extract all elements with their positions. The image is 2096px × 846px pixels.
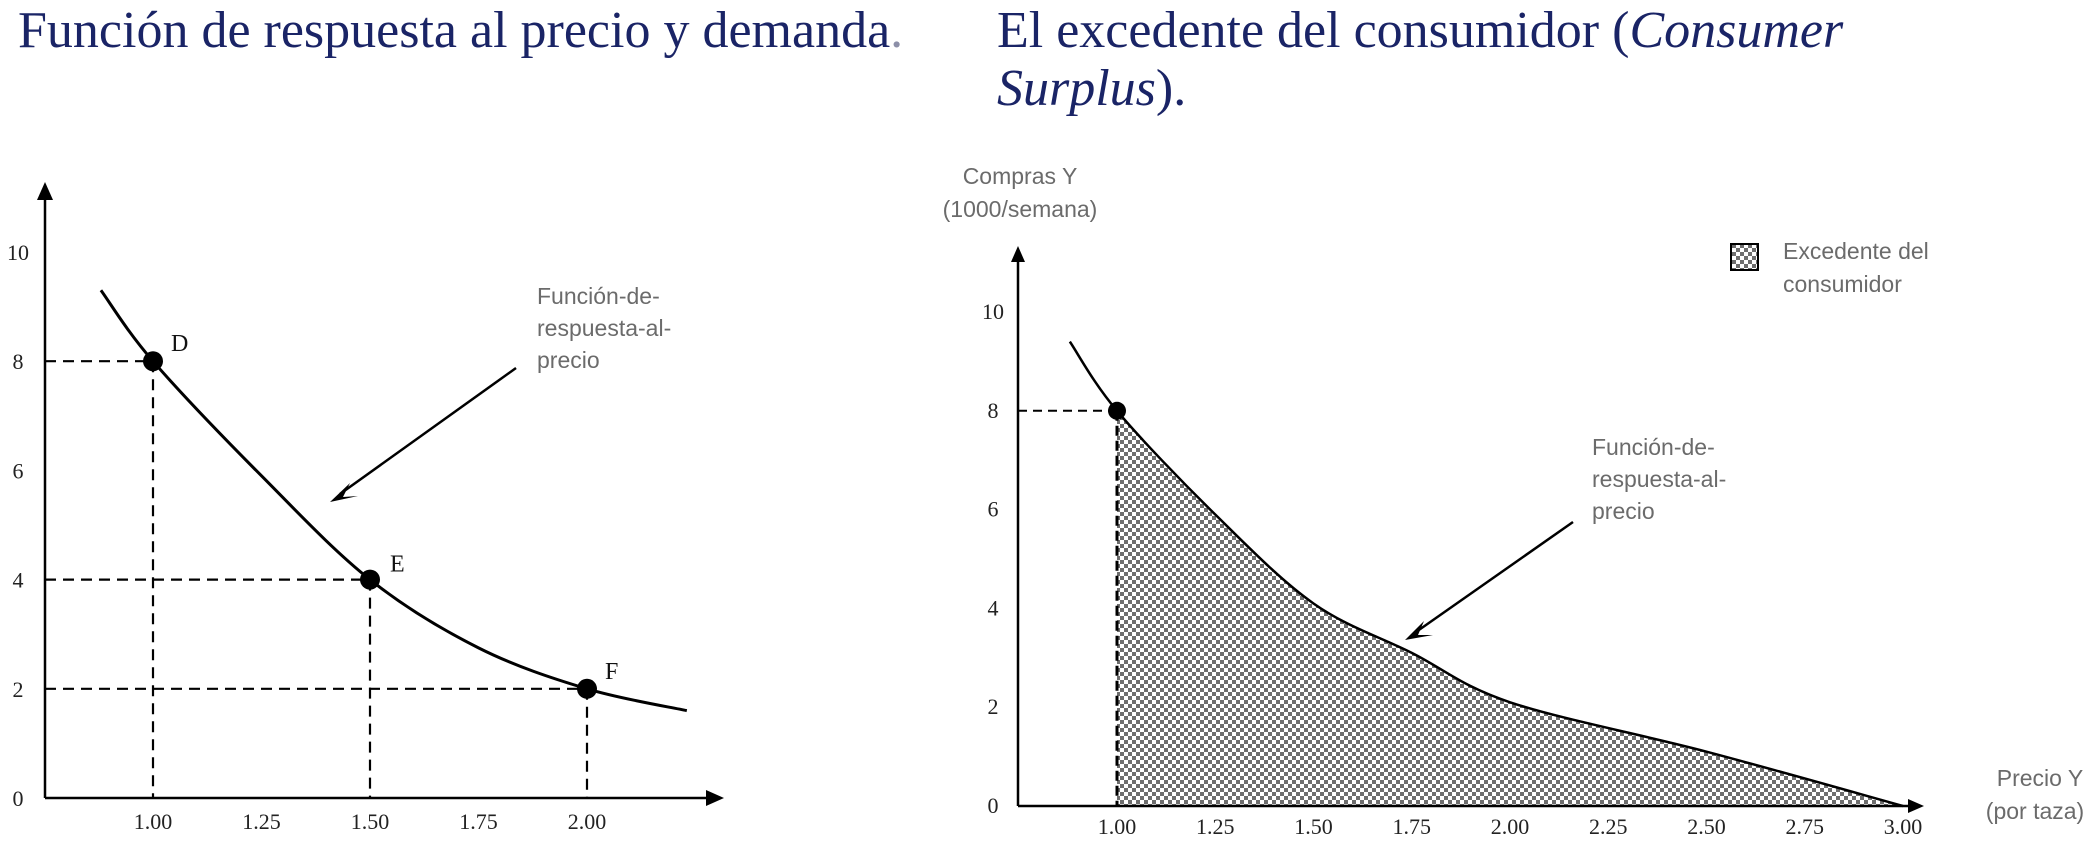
y-tick-label: 8 (988, 398, 999, 423)
right-title-prefix: El excedente del consumidor ( (997, 2, 1630, 59)
point-label-f: F (605, 659, 618, 685)
left-chart: 1.00 1.25 1.50 1.75 2.00 0 2 4 6 8 10 D E F Función-de… (7, 182, 724, 834)
point-label-e: E (390, 552, 405, 578)
left-chart-title: Función de respuesta al precio y demanda… (18, 2, 918, 60)
point-label-d: D (171, 331, 188, 357)
annotation-arrow-head (1405, 621, 1433, 640)
annotation-label-line: precio (1592, 498, 1655, 524)
y-tick-label: 10 (982, 299, 1004, 324)
x-tick-label: 1.75 (1393, 814, 1432, 839)
y-tick-label: 6 (13, 458, 24, 483)
y-axis-title-line: Compras Y (963, 163, 1078, 189)
x-axis-title-line: Precio Y (1997, 765, 2084, 791)
y-tick-label: 0 (988, 793, 999, 818)
y-tick-label: 6 (988, 497, 999, 522)
x-tick-label: 3.00 (1884, 814, 1923, 839)
x-tick-label: 1.50 (351, 809, 390, 834)
y-tick-label: 0 (13, 786, 24, 811)
left-title-text: Función de respuesta al precio y demanda (18, 2, 891, 59)
y-axis-arrow (1011, 246, 1025, 262)
right-chart-title: El excedente del consumidor (Consumer Sur… (997, 2, 2047, 118)
price-response-curve (1068, 340, 1904, 808)
right-title-suffix: ). (1155, 60, 1187, 117)
annotation-label-line: precio (537, 347, 600, 373)
y-tick-label: 4 (13, 568, 24, 593)
data-point-e (360, 569, 380, 590)
y-axis-arrow (37, 182, 53, 200)
right-chart: 1.00 1.25 1.50 1.75 2.00 2.25 2.50 2.75 3.00 0 2 4 6… (943, 163, 2085, 839)
annotation-arrow-line (1415, 520, 1574, 634)
y-tick-label: 2 (13, 677, 24, 702)
data-point-d (143, 351, 163, 372)
right-title-italic-1: Consumer (1629, 2, 1844, 59)
x-tick-label: 1.50 (1294, 814, 1333, 839)
annotation-arrow-head (330, 483, 358, 502)
x-tick-label: 2.00 (568, 809, 607, 834)
x-tick-label: 1.25 (1196, 814, 1235, 839)
y-tick-label: 8 (13, 349, 24, 374)
y-tick-label: 2 (988, 694, 999, 719)
y-tick-label: 4 (988, 595, 999, 620)
consumer-surplus-area (1117, 410, 1903, 806)
x-tick-label: 2.50 (1687, 814, 1726, 839)
y-tick-label: 10 (7, 240, 29, 265)
legend-label-line: Excedente del (1783, 238, 1929, 264)
annotation-label-line: respuesta-al- (537, 315, 671, 341)
x-tick-label: 1.25 (242, 809, 281, 834)
legend-label-line: consumidor (1783, 271, 1902, 297)
x-tick-label: 2.00 (1491, 814, 1530, 839)
legend-swatch (1730, 243, 1759, 271)
data-point-marker (1108, 401, 1126, 420)
x-axis-arrow (706, 790, 724, 806)
right-title-italic-2: Surplus (997, 60, 1156, 117)
x-tick-label: 2.25 (1589, 814, 1628, 839)
x-tick-label: 2.75 (1786, 814, 1825, 839)
annotation-label-line: Función-de- (537, 283, 660, 309)
x-tick-label: 1.00 (134, 809, 173, 834)
annotation-label-line: respuesta-al- (1592, 466, 1726, 492)
y-axis-title-line: (1000/semana) (943, 196, 1098, 222)
data-point-f (577, 678, 597, 699)
x-tick-label: 1.75 (459, 809, 498, 834)
annotation-arrow-line (339, 366, 517, 496)
x-axis-title-line: (por taza) (1986, 798, 2084, 824)
x-tick-label: 1.00 (1098, 814, 1137, 839)
annotation-label-line: Función-de- (1592, 434, 1715, 460)
left-title-dot: . (890, 2, 904, 59)
x-axis-arrow (1908, 799, 1924, 813)
